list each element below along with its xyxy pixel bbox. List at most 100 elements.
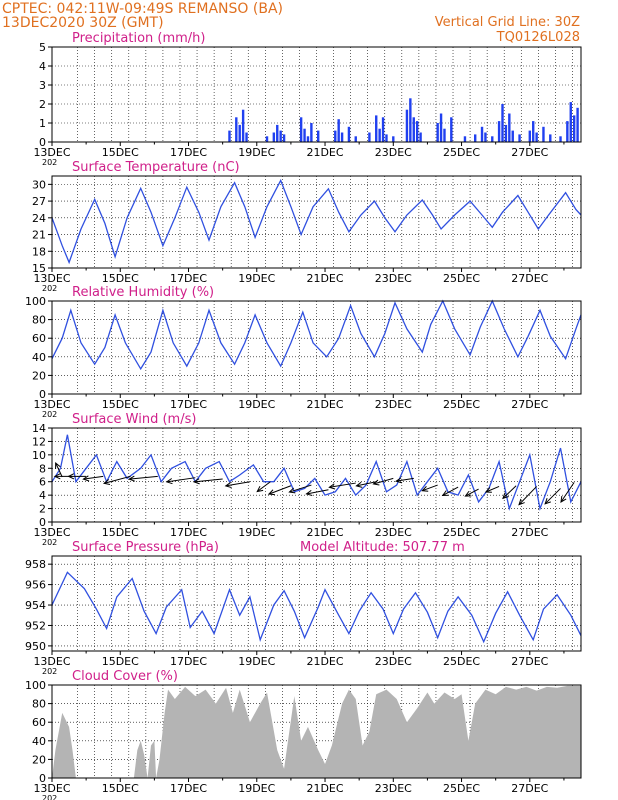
precip-bar <box>392 136 395 142</box>
precip-bar <box>501 104 504 142</box>
precip-bar <box>317 130 320 142</box>
x-tick-label: 21DEC <box>306 146 343 159</box>
wind-arrow-head <box>441 490 449 497</box>
precip-bar <box>528 130 532 142</box>
y-tick-label: 18 <box>32 245 46 258</box>
x-tick-label: 17DEC <box>170 146 207 159</box>
panel-title: Surface Temperature (nC) <box>72 160 240 175</box>
x-tick-year: 202 <box>42 158 57 167</box>
y-tick-label: 80 <box>32 314 46 327</box>
precip-bar <box>238 124 241 142</box>
y-tick-label: 958 <box>25 558 46 571</box>
precip-bar <box>439 113 443 142</box>
x-tick-year: 202 <box>42 410 57 419</box>
series-line <box>51 571 582 644</box>
precip-bar <box>306 136 310 142</box>
model-altitude-label: Model Altitude: 507.77 m <box>300 540 465 555</box>
x-tick-label: 15DEC <box>102 782 139 795</box>
y-tick-label: 4 <box>39 489 46 502</box>
wind-arrow-head <box>544 497 551 505</box>
y-tick-label: 954 <box>25 599 46 612</box>
precip-bar <box>265 136 269 142</box>
wind-arrow-head <box>395 477 403 484</box>
y-tick-label: 8 <box>39 462 46 475</box>
x-tick-label: 27DEC <box>511 655 548 668</box>
header-model-id: TQ0126L028 <box>496 30 580 45</box>
wind-arrow-head <box>288 487 296 494</box>
wind-arrow-head <box>128 475 136 482</box>
precip-bar <box>576 107 579 142</box>
wind-arrow <box>485 485 500 493</box>
x-tick-label: 21DEC <box>306 655 343 668</box>
precip-bar <box>415 121 419 142</box>
y-tick-label: 0 <box>39 516 46 529</box>
wind-arrow-head <box>267 489 275 496</box>
x-tick-label: 19DEC <box>238 655 275 668</box>
wind-arrow-head <box>224 482 232 489</box>
precip-bar <box>228 130 231 142</box>
y-tick-label: 4 <box>39 60 46 73</box>
wind-arrow <box>193 478 223 483</box>
precip-bar <box>245 132 248 142</box>
x-tick-label: 23DEC <box>375 655 412 668</box>
wind-arrow-head <box>256 485 264 493</box>
wind-arrow <box>129 475 158 480</box>
x-tick-year: 202 <box>42 284 57 293</box>
header-grid-note: Vertical Grid Line: 30Z <box>435 15 580 30</box>
series-line <box>51 178 582 265</box>
precip-bar <box>450 117 453 142</box>
precip-bar <box>559 136 562 142</box>
x-tick-year: 202 <box>42 667 57 676</box>
x-tick-label: 27DEC <box>511 398 548 411</box>
wind-arrow-head <box>192 478 200 485</box>
wind-arrow <box>502 485 517 499</box>
precip-bar <box>412 117 415 142</box>
wind-arrow-head <box>518 498 525 506</box>
x-tick-label: 25DEC <box>443 526 480 539</box>
panel-frame <box>51 300 582 395</box>
series-line <box>51 299 582 371</box>
precip-bar <box>241 109 245 142</box>
wind-arrow <box>289 484 312 493</box>
y-tick-label: 0 <box>39 772 46 785</box>
x-tick-label: 13DEC <box>33 655 70 668</box>
x-tick-label: 19DEC <box>238 526 275 539</box>
wind-arrow <box>55 462 63 478</box>
x-tick-label: 23DEC <box>375 272 412 285</box>
x-tick-label: 25DEC <box>443 655 480 668</box>
wind-arrow <box>442 486 459 496</box>
x-tick-label: 13DEC <box>33 782 70 795</box>
wind-arrow <box>83 475 104 480</box>
x-tick-label: 15DEC <box>102 146 139 159</box>
precip-bar <box>303 128 306 142</box>
y-tick-label: 60 <box>32 716 46 729</box>
y-tick-label: 60 <box>32 332 46 345</box>
wind-arrow <box>306 489 329 495</box>
precip-bar <box>385 134 388 142</box>
x-tick-label: 27DEC <box>511 526 548 539</box>
y-tick-label: 2 <box>39 503 46 516</box>
y-tick-label: 6 <box>39 476 46 489</box>
x-tick-label: 25DEC <box>443 146 480 159</box>
x-tick-label: 25DEC <box>443 272 480 285</box>
precip-bar <box>409 98 412 142</box>
wind-arrow-head <box>165 478 173 485</box>
wind-arrow <box>225 481 251 487</box>
wind-arrow <box>373 477 394 485</box>
x-tick-label: 17DEC <box>170 782 207 795</box>
panel-frame <box>51 555 582 652</box>
wind-arrow-head <box>328 483 336 490</box>
precip-bar <box>504 124 508 142</box>
y-tick-label: 80 <box>32 698 46 711</box>
y-tick-label: 24 <box>32 212 46 225</box>
wind-arrow-head <box>53 473 61 480</box>
x-tick-label: 17DEC <box>170 526 207 539</box>
y-tick-label: 27 <box>32 195 46 208</box>
wind-arrow <box>560 482 575 503</box>
wind-arrow-head <box>464 490 472 497</box>
wind-arrow <box>356 481 377 487</box>
x-tick-label: 23DEC <box>375 398 412 411</box>
precip-bar <box>310 123 313 142</box>
panel-title: Surface Wind (m/s) <box>72 412 196 427</box>
